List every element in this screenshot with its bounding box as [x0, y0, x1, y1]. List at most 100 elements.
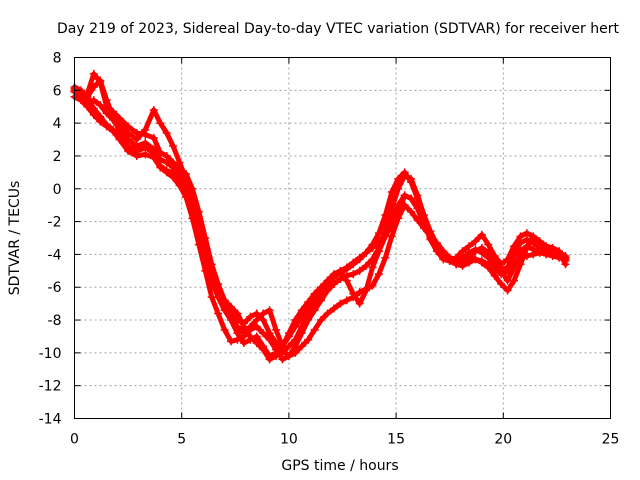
- data-point-marker: [516, 247, 525, 256]
- data-point-marker: [484, 240, 493, 249]
- data-point-marker: [349, 260, 358, 269]
- data-point-marker: [220, 325, 229, 334]
- data-point-marker: [115, 119, 124, 128]
- data-point-marker: [89, 83, 98, 92]
- y-tick-label: 8: [53, 51, 62, 67]
- data-point-marker: [252, 339, 261, 348]
- data-point-marker: [109, 112, 118, 121]
- data-point-marker: [259, 316, 268, 325]
- data-point-marker: [115, 135, 124, 144]
- x-tick-label: 5: [177, 432, 186, 448]
- data-point-marker: [310, 293, 319, 302]
- data-point-marker: [542, 250, 551, 259]
- series-layer: [70, 69, 570, 364]
- y-tick-label: 0: [53, 182, 62, 198]
- data-point-marker: [464, 248, 473, 257]
- data-point-marker: [252, 309, 261, 318]
- y-tick-label: -10: [39, 346, 62, 362]
- data-point-marker: [510, 263, 519, 272]
- data-point-marker: [233, 335, 242, 344]
- data-point-marker: [149, 106, 158, 115]
- data-point-marker: [89, 110, 98, 119]
- data-point-marker: [510, 242, 519, 251]
- data-point-marker: [246, 312, 255, 321]
- data-point-marker: [535, 248, 544, 257]
- plot-frame: [74, 57, 611, 419]
- y-tick-label: 6: [53, 83, 62, 99]
- data-point-marker: [239, 322, 248, 331]
- data-point-marker: [477, 248, 486, 257]
- x-tick-label: 0: [70, 432, 79, 448]
- data-point-marker: [96, 117, 105, 126]
- data-point-marker: [278, 342, 287, 351]
- data-point-marker: [181, 174, 190, 183]
- data-point-marker: [484, 263, 493, 272]
- data-point-marker: [291, 322, 300, 331]
- data-point-marker: [272, 339, 281, 348]
- data-point-marker: [529, 245, 538, 254]
- data-point-marker: [413, 204, 422, 213]
- data-point-marker: [201, 250, 210, 259]
- data-point-marker: [96, 76, 105, 85]
- data-point-marker: [297, 312, 306, 321]
- data-point-marker: [272, 352, 281, 361]
- data-point-marker: [477, 230, 486, 239]
- data-point-marker: [233, 309, 242, 318]
- data-point-marker: [368, 263, 377, 272]
- y-tick-label: 2: [53, 149, 62, 165]
- data-point-marker: [381, 232, 390, 241]
- data-point-marker: [336, 266, 345, 275]
- data-point-marker: [169, 142, 178, 151]
- data-point-marker: [471, 237, 480, 246]
- data-point-marker: [535, 237, 544, 246]
- x-axis-title: GPS time / hours: [281, 458, 398, 474]
- data-point-marker: [102, 122, 111, 131]
- data-point-marker: [381, 211, 390, 220]
- data-point-marker: [162, 151, 171, 160]
- data-point-marker: [355, 266, 364, 275]
- data-point-marker: [329, 304, 338, 313]
- data-point-marker: [109, 127, 118, 136]
- data-point-marker: [310, 325, 319, 334]
- x-tick-label: 25: [602, 432, 620, 448]
- x-tick-label: 15: [387, 432, 405, 448]
- series-line-arc-4: [72, 71, 568, 356]
- data-point-marker: [227, 337, 236, 346]
- data-point-marker: [252, 322, 261, 331]
- data-point-marker: [169, 173, 178, 182]
- y-tick-label: -8: [48, 313, 62, 329]
- data-point-marker: [355, 255, 364, 264]
- data-point-marker: [394, 174, 403, 183]
- y-tick-label: 4: [53, 116, 62, 132]
- data-point-marker: [342, 276, 351, 285]
- y-tick-label: -4: [48, 247, 62, 263]
- data-point-marker: [522, 229, 531, 238]
- data-point-marker: [141, 150, 150, 159]
- data-point-marker: [89, 69, 98, 78]
- data-point-marker: [407, 194, 416, 203]
- data-point-marker: [490, 271, 499, 280]
- tick-layer: 0 5 10 15 20 25 -14 -12 -10 -8 -6 -4 -2 0 2 4 6 8: [39, 51, 620, 448]
- data-point-marker: [246, 332, 255, 341]
- data-point-marker: [529, 232, 538, 241]
- chart-title: Day 219 of 2023, Sidereal Day-to-day VTE…: [57, 21, 619, 37]
- data-point-marker: [561, 255, 570, 264]
- data-point-marker: [362, 286, 371, 295]
- data-point-marker: [555, 253, 564, 262]
- data-point-marker: [304, 335, 313, 344]
- data-point-marker: [141, 125, 150, 134]
- data-point-marker: [471, 245, 480, 254]
- data-point-marker: [265, 355, 274, 364]
- data-point-marker: [490, 260, 499, 269]
- data-point-marker: [162, 128, 171, 137]
- data-point-marker: [132, 135, 141, 144]
- data-point-marker: [355, 299, 364, 308]
- data-point-marker: [124, 128, 133, 137]
- data-point-marker: [265, 329, 274, 338]
- data-point-marker: [387, 188, 396, 197]
- data-point-marker: [141, 138, 150, 147]
- series-line-arc-5: [72, 78, 568, 362]
- data-point-marker: [484, 253, 493, 262]
- data-point-marker: [220, 296, 229, 305]
- data-point-marker: [426, 234, 435, 242]
